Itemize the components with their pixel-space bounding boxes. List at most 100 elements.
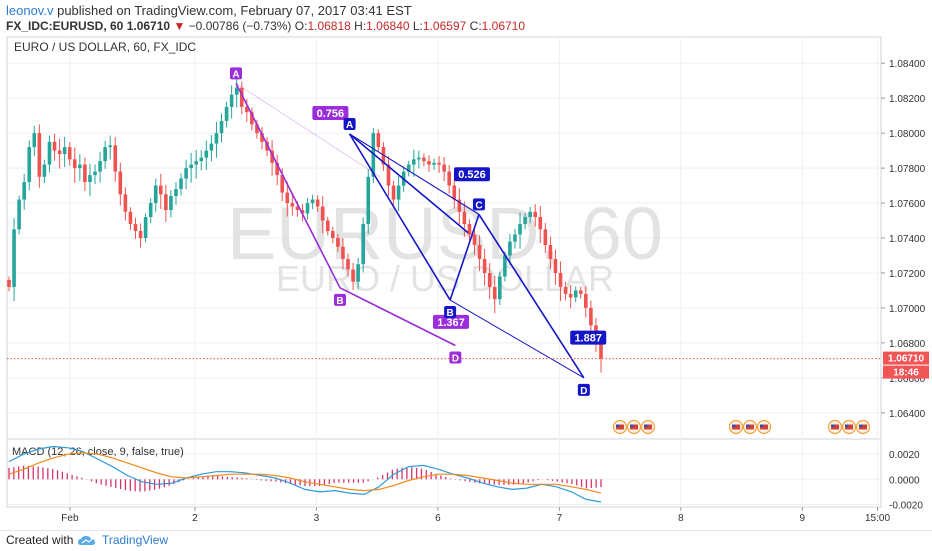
flag-icon [630, 424, 634, 427]
price-tick-label: 1.07200 [889, 269, 926, 280]
chart-frame[interactable]: EURUSD, 60 EURO / US DOLLAR EURO / US DO… [0, 34, 932, 530]
candle-body [123, 194, 128, 212]
candle-body [427, 161, 431, 165]
pattern-point-marker [449, 351, 462, 364]
candle-body [381, 147, 386, 165]
candle-body [462, 211, 467, 225]
candle-body [336, 238, 340, 247]
pattern-point-marker [229, 67, 242, 80]
chart-svg[interactable]: EURUSD, 60 EURO / US DOLLAR EURO / US DO… [0, 34, 932, 530]
time-tick-label: 9 [800, 513, 806, 524]
candle-body [325, 220, 330, 232]
candle-body [523, 217, 527, 225]
created-with-text: Created with [6, 533, 74, 547]
price-tick-label: 1.08200 [889, 94, 926, 105]
candle-body [158, 185, 163, 195]
candle-body [78, 164, 82, 169]
macd-tick-label: 0.0000 [889, 475, 920, 486]
price-tick-label: 1.08000 [889, 129, 926, 140]
flag-icon [644, 424, 648, 427]
pattern-ratio-badge [570, 330, 607, 345]
macd-line-signal [8, 452, 602, 494]
price-badge-countdown: 18:46 [893, 368, 919, 379]
candle-body [174, 189, 178, 197]
pattern-leg [449, 214, 480, 301]
pattern-point-marker [472, 198, 485, 211]
candle-body [83, 164, 87, 183]
candle-body [108, 145, 112, 148]
candle-body [27, 147, 32, 183]
candle-body [442, 164, 446, 172]
candle-body [260, 133, 264, 142]
low-value: 1.06597 [422, 19, 467, 33]
candle-body [437, 162, 441, 165]
candle-body [255, 124, 259, 134]
candle-body [290, 203, 295, 207]
candle-body [508, 241, 512, 256]
candle-body [265, 141, 269, 151]
author-link[interactable]: leonov.v [6, 3, 54, 18]
candle-body [376, 133, 381, 148]
change-value: −0.00786 (−0.73%) [188, 19, 292, 33]
candle-body [513, 234, 517, 242]
time-axis[interactable]: Feb 2 3 6 7 8 9 15:00 [61, 507, 890, 524]
candles [7, 77, 603, 373]
pattern-ratio-value: 1.887 [574, 333, 602, 345]
time-tick-label: 6 [435, 513, 441, 524]
candle-body [52, 141, 57, 151]
candle-body [482, 258, 487, 273]
flag-icon [732, 424, 736, 427]
macd-series [8, 445, 602, 503]
candle-body [194, 161, 199, 165]
candle-body [12, 229, 16, 287]
candle-body [7, 279, 11, 287]
candle-body [584, 293, 588, 308]
candle-body [169, 196, 173, 211]
candle-body [457, 199, 462, 212]
time-tick-label: 15:00 [865, 513, 890, 524]
candle-body [184, 168, 188, 179]
candle-body [558, 272, 563, 287]
symbol-label: FX_IDC:EURUSD, 60 [6, 19, 124, 33]
pattern-leg [349, 133, 480, 215]
price-tick-label: 1.07400 [889, 234, 926, 245]
candle-body [189, 164, 193, 169]
candle-body [275, 162, 279, 176]
candle-body [98, 161, 102, 172]
price-tick-label: 1.07800 [889, 164, 926, 175]
tradingview-link[interactable]: TradingView [102, 533, 169, 547]
price-axis[interactable]: 1.08400 1.08200 1.08000 1.07800 1.07600 1.074… [881, 59, 926, 420]
candle-body [391, 185, 396, 200]
price-tick-label: 1.06600 [889, 374, 926, 385]
candle-body [553, 258, 558, 273]
flag-icon [746, 424, 750, 427]
candle-body [199, 157, 204, 162]
pattern-point-marker [333, 293, 346, 306]
candle-body [250, 112, 254, 125]
event-markers[interactable] [612, 419, 871, 435]
pattern-ratio-line [339, 287, 456, 346]
candle-body [578, 290, 583, 294]
candle-body [417, 157, 421, 160]
pattern-ratio-badge [312, 106, 349, 121]
candle-body [331, 231, 335, 238]
candle-body [128, 211, 133, 225]
pattern-ratio-badge [432, 314, 469, 329]
candle-body [533, 211, 538, 218]
macd-axis: 0.0020 0.0000 -0.0020 [889, 450, 923, 511]
candle-body [148, 203, 153, 218]
watermark-symbol: EURUSD, 60 [227, 192, 663, 275]
close-value: 1.06710 [481, 19, 526, 33]
candle-body [366, 176, 371, 225]
candle-body [300, 210, 305, 214]
pattern-leg [235, 82, 341, 289]
open-value: 1.06818 [307, 19, 351, 33]
pattern-ratio-value: 0.526 [458, 169, 486, 181]
pattern-blue: A B C D 0.526 1.887 [343, 118, 607, 397]
candle-body [548, 244, 553, 259]
pattern-point-marker [444, 306, 457, 319]
candle-body [143, 217, 148, 238]
candle-body [477, 244, 482, 259]
flag-icon [831, 424, 835, 427]
